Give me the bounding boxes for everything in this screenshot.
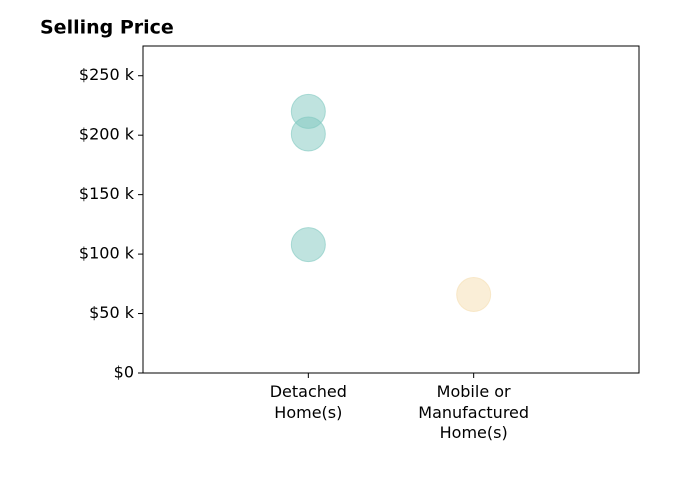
x-tick-label: Mobile or Manufactured Home(s) [418, 382, 530, 442]
y-tick-label: $0 [114, 363, 134, 382]
point [456, 277, 492, 313]
y-tick-label: $50 k [89, 303, 135, 322]
plot-frame [142, 45, 640, 374]
point [290, 116, 326, 152]
x-tick-label: Detached Home(s) [269, 382, 347, 422]
y-tick-label: $150 k [79, 184, 135, 203]
y-tick-label: $250 k [79, 65, 135, 84]
y-tick-label: $100 k [79, 244, 135, 263]
chart-title: Selling Price [40, 17, 174, 39]
point [290, 227, 326, 263]
y-tick-label: $200 k [79, 125, 135, 144]
